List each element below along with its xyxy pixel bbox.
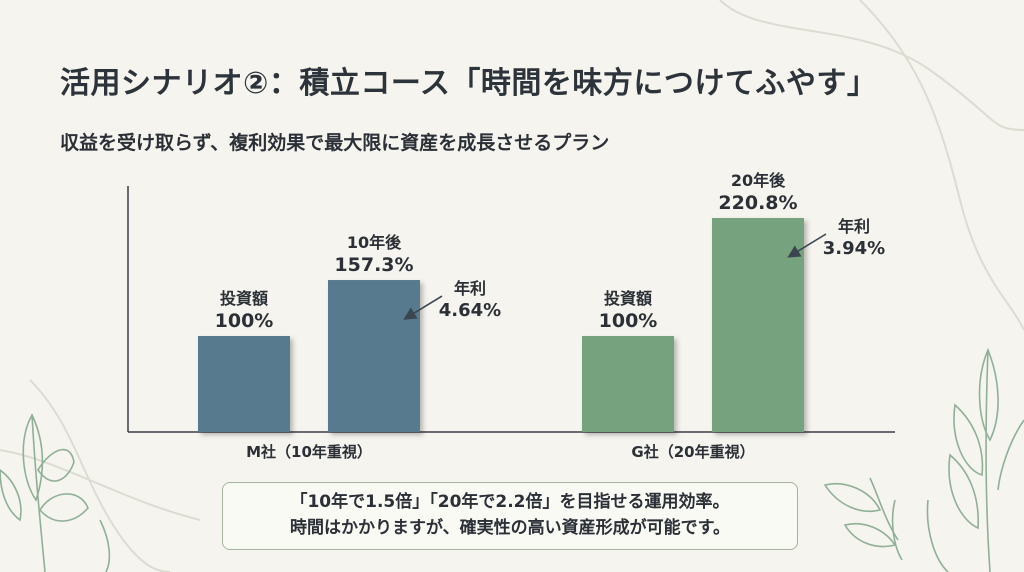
annotation-value: 4.64% [439, 300, 501, 321]
annotation-label: 年利 [838, 217, 870, 236]
annotation-arrow [403, 295, 443, 320]
bar-label-title: 投資額 [220, 289, 268, 308]
bar-label-title: 10年後 [347, 233, 402, 252]
annotation-value: 3.94% [823, 238, 885, 259]
summary-note-box: 「10年で1.5倍」「20年で2.2倍」を目指せる運用効率。 時間はかかりますが… [222, 482, 798, 550]
summary-note-line: 時間はかかりますが、確実性の高い資産形成が可能です。 [290, 518, 730, 538]
summary-note-line: 「10年で1.5倍」「20年で2.2倍」を目指せる運用効率。 [290, 492, 730, 512]
bar-label-value: 220.8% [718, 192, 797, 214]
bar-label-value: 157.3% [334, 254, 413, 276]
bar-label-title: 20年後 [731, 171, 786, 190]
x-category-label: M社（10年重視） [246, 443, 372, 461]
annotation-label: 年利 [454, 279, 486, 298]
bar [328, 280, 420, 432]
page-title: 活用シナリオ②：積立コース「時間を味方につけてふやす」 [60, 66, 878, 101]
bar [582, 336, 674, 432]
annotation-arrow [787, 233, 827, 258]
bar [712, 218, 804, 432]
bar [198, 336, 290, 432]
bar-label-title: 投資額 [604, 289, 652, 308]
bar-label-value: 100% [599, 310, 658, 332]
page-subtitle: 収益を受け取らず、複利効果で最大限に資産を成長させるプラン [60, 132, 610, 154]
x-category-label: G社（20年重視） [631, 443, 754, 461]
bar-label-value: 100% [215, 310, 274, 332]
